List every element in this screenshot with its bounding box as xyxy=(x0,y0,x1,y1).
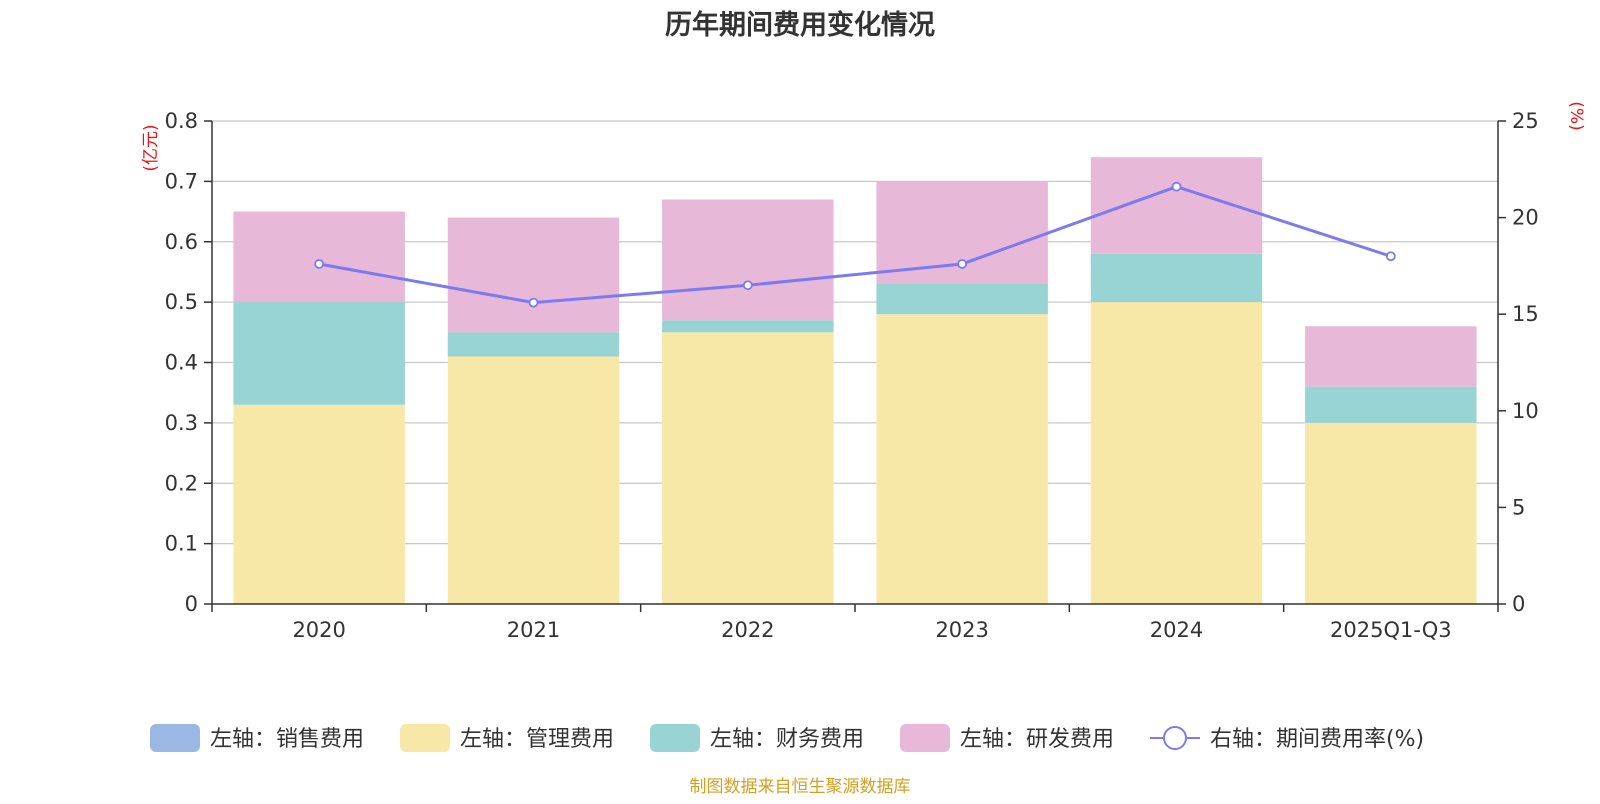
rate-point xyxy=(742,280,753,291)
bar-segment xyxy=(447,217,620,333)
rate-point xyxy=(314,259,325,269)
gridlines xyxy=(212,120,1498,545)
bar-segment xyxy=(1090,302,1263,604)
bar-segment xyxy=(233,302,405,405)
left-tick-label: 0.2 xyxy=(165,471,198,495)
legend-swatch xyxy=(900,724,950,752)
rate-line xyxy=(314,181,1396,308)
bar-segment xyxy=(447,332,620,357)
legend-label: 右轴：期间费用率(%) xyxy=(1210,727,1424,752)
legend-swatch xyxy=(650,724,700,752)
bar-segment xyxy=(1305,386,1477,423)
right-tick-label: 0 xyxy=(1512,592,1525,616)
left-tick-label: 0.3 xyxy=(165,411,198,435)
rate-point xyxy=(957,259,968,269)
legend-label: 左轴：财务费用 xyxy=(710,727,864,752)
bar-segment xyxy=(662,199,834,321)
bar-segment xyxy=(233,404,405,604)
left-tick-label: 0.4 xyxy=(165,351,198,375)
right-tick-label: 5 xyxy=(1512,495,1525,519)
left-tick-label: 0.6 xyxy=(165,230,198,254)
bar-segment xyxy=(876,284,1048,315)
left-tick-label: 0.8 xyxy=(165,109,198,133)
legend: 左轴：销售费用 左轴：管理费用 左轴：财务费用 左轴：研发费用 右轴：期间费用率(%) xyxy=(150,724,1424,752)
legend-swatch xyxy=(150,724,200,752)
rate-point xyxy=(528,297,539,308)
legend-marker xyxy=(1163,726,1187,750)
rate-line-path xyxy=(318,185,1392,305)
rate-point xyxy=(1171,181,1182,192)
bar-segment xyxy=(876,314,1048,604)
x-tick-label: 2020 xyxy=(292,618,345,642)
left-tick-label: 0.5 xyxy=(165,290,198,314)
x-tick-label: 2024 xyxy=(1150,618,1203,642)
rate-point xyxy=(1385,251,1396,262)
bar-segment xyxy=(447,356,620,604)
chart-title: 历年期间费用变化情况 xyxy=(665,9,935,41)
right-tick-label: 25 xyxy=(1512,109,1539,133)
axes: 0 0.1 0.2 0.3 0.4 0.5 0.6 0.7 0.8 0 5 10 15 20 25 2020 2… xyxy=(165,109,1539,642)
x-tick-label: 2025Q1-Q3 xyxy=(1330,618,1452,642)
bars xyxy=(233,157,1477,604)
data-source-note: 制图数据来自恒生聚源数据库 xyxy=(690,777,911,797)
legend-label: 左轴：管理费用 xyxy=(460,727,614,752)
x-tick-label: 2022 xyxy=(721,618,774,642)
left-tick-label: 0.7 xyxy=(165,169,198,193)
bar-segment xyxy=(233,211,405,303)
right-tick-label: 10 xyxy=(1512,399,1539,423)
bar-segment xyxy=(662,332,834,604)
left-axis-unit: (亿元) xyxy=(141,124,161,171)
right-tick-label: 15 xyxy=(1512,302,1539,326)
x-tick-label: 2021 xyxy=(507,618,560,642)
bar-segment xyxy=(1090,253,1263,303)
right-tick-label: 20 xyxy=(1512,206,1539,230)
right-axis-unit: (%) xyxy=(1566,101,1586,130)
left-tick-label: 0.1 xyxy=(165,532,198,556)
x-tick-label: 2023 xyxy=(935,618,988,642)
bar-segment xyxy=(1305,422,1477,604)
legend-label: 左轴：销售费用 xyxy=(210,727,364,752)
left-tick-label: 0 xyxy=(185,592,198,616)
legend-swatch xyxy=(400,724,450,752)
legend-label: 左轴：研发费用 xyxy=(960,727,1114,752)
bar-segment xyxy=(662,320,834,333)
bar-segment xyxy=(1305,326,1477,387)
